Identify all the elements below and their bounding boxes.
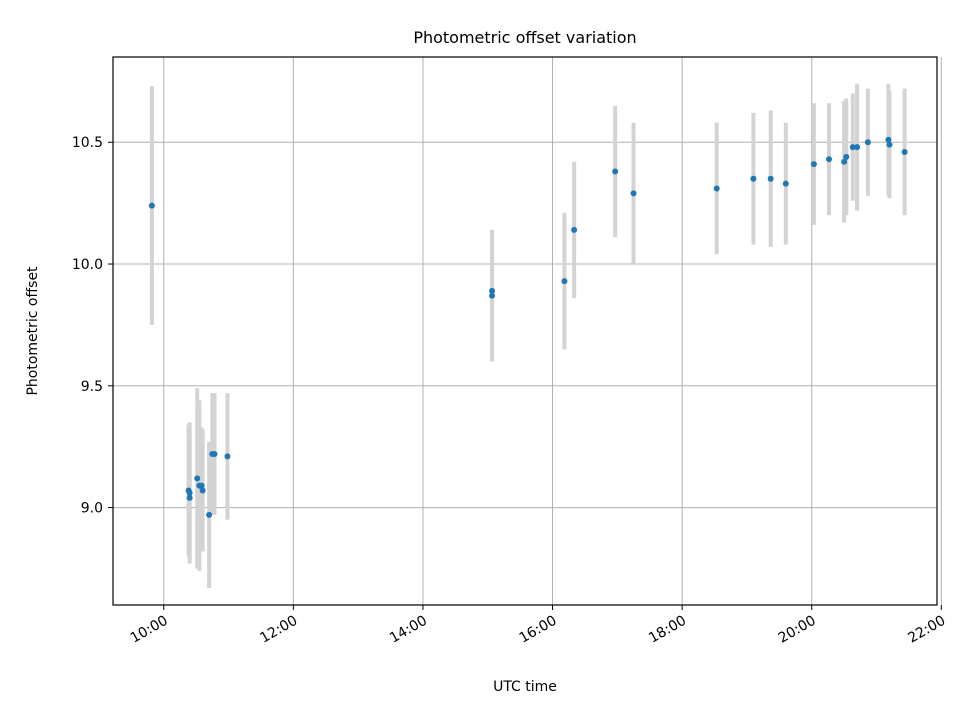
data-point: [630, 190, 637, 197]
data-point: [561, 278, 568, 285]
data-point: [206, 511, 213, 518]
data-point: [843, 153, 850, 160]
data-point: [186, 489, 193, 496]
data-point: [864, 139, 871, 146]
data-point: [854, 144, 861, 151]
y-axis-ticks: 9.0 9.5 10.0 10.5: [72, 135, 113, 517]
chart-title: Photometric offset variation: [413, 28, 636, 47]
data-points: [148, 136, 908, 518]
data-point: [826, 156, 833, 163]
data-point: [849, 144, 856, 151]
data-point: [489, 292, 496, 299]
data-point: [199, 487, 206, 494]
data-point: [767, 175, 774, 182]
data-point: [713, 185, 720, 192]
data-point: [194, 475, 201, 482]
x-axis-label: UTC time: [493, 679, 557, 695]
data-point: [198, 482, 205, 489]
data-point: [810, 161, 817, 168]
data-point: [886, 141, 893, 148]
data-point: [901, 148, 908, 155]
data-point: [612, 168, 619, 175]
data-point: [224, 453, 231, 460]
y-axis-label: Photometric offset: [25, 266, 41, 396]
data-point: [186, 494, 193, 501]
grid: [113, 57, 942, 605]
y-tick-label: 9.0: [81, 501, 103, 517]
data-point: [841, 158, 848, 165]
y-tick-label: 10.0: [72, 257, 103, 273]
data-point: [571, 226, 578, 233]
data-point: [750, 175, 757, 182]
y-tick-label: 9.5: [81, 379, 103, 395]
data-point: [885, 136, 892, 143]
data-point: [148, 202, 155, 209]
plot-frame: [112, 56, 938, 606]
data-point: [211, 450, 218, 457]
data-point: [782, 180, 789, 187]
y-tick-label: 10.5: [72, 135, 103, 151]
data-point: [489, 287, 496, 294]
